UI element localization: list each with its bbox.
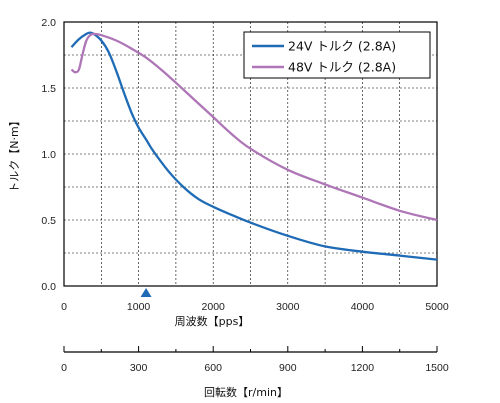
secondary-tick-label: 300 <box>130 362 148 374</box>
y-axis-title: トルク【N·m】 <box>8 115 21 192</box>
x-tick-label: 3000 <box>276 301 300 313</box>
y-tick-label: 2.0 <box>41 17 56 29</box>
secondary-tick-label: 900 <box>279 362 297 374</box>
series-line-48v <box>70 32 438 222</box>
legend-label-48v: 48V トルク (2.8A) <box>288 60 396 75</box>
secondary-axis-title: 回転数【r/min】 <box>204 386 288 399</box>
secondary-tick-label: 0 <box>61 362 67 374</box>
x-tick-label: 4000 <box>351 301 375 313</box>
series-group <box>70 31 438 261</box>
x-tick-label: 5000 <box>425 301 449 313</box>
y-tick-label: 0.5 <box>41 215 56 227</box>
legend-label-24v: 24V トルク (2.8A) <box>288 39 396 54</box>
legend-box <box>243 31 431 79</box>
axis-ticks: 0 1000 2000 3000 4000 5000 0.0 0.5 1.0 1.5 2.0 <box>41 17 448 313</box>
x-tick-label: 2000 <box>202 301 226 313</box>
y-tick-label: 1.0 <box>41 149 56 161</box>
secondary-tick-label: 1500 <box>425 362 449 374</box>
y-tick-label: 0.0 <box>41 281 56 293</box>
x-axis-title: 周波数【pps】 <box>175 315 250 328</box>
secondary-tick-label: 1200 <box>351 362 375 374</box>
plot-frame <box>63 21 438 287</box>
y-tick-label: 1.5 <box>41 83 56 95</box>
x-tick-label: 0 <box>61 301 67 313</box>
secondary-tick-label: 600 <box>204 362 222 374</box>
legend: 24V トルク (2.8A) 48V トルク (2.8A) <box>243 31 431 79</box>
secondary-axis-ticks: 0 300 600 900 1200 1500 <box>61 346 449 374</box>
x-tick-label: 1000 <box>127 301 151 313</box>
marker-triangle-icon <box>140 288 152 297</box>
